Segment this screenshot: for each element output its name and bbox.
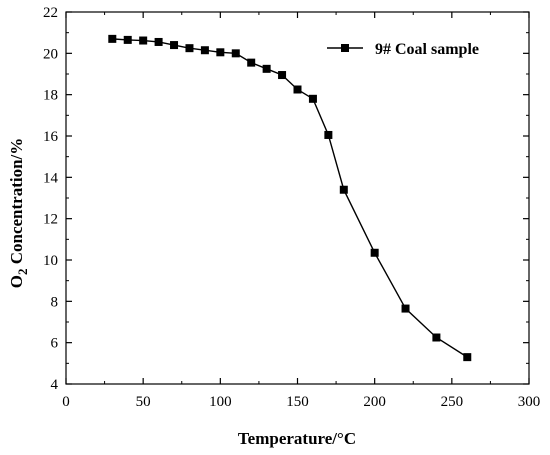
y-tick-label: 22 (43, 5, 58, 21)
x-tick-label: 250 (441, 394, 464, 410)
x-tick-label: 150 (286, 394, 309, 410)
y-tick-label: 4 (51, 377, 59, 393)
x-tick-label: 50 (136, 394, 151, 410)
y-tick-label: 20 (43, 46, 58, 62)
axes (65, 11, 530, 385)
y-tick-label: 18 (43, 88, 58, 104)
data-point (370, 248, 379, 257)
data-point (278, 71, 287, 80)
data-point (123, 35, 132, 44)
data-point (293, 85, 302, 94)
data-point (185, 44, 194, 53)
series-line (112, 38, 468, 358)
y-axis-title-subscript: 2 (15, 269, 30, 276)
data-point (463, 353, 472, 362)
legend-marker-square (341, 44, 349, 52)
legend: 9# Coal sample (327, 41, 479, 58)
data-point (308, 94, 317, 103)
x-tick-label: 0 (62, 394, 70, 410)
data-point (108, 34, 117, 43)
x-tick-label: 300 (518, 394, 541, 410)
data-point (200, 46, 209, 55)
data-point (170, 41, 179, 50)
x-tick-label: 200 (363, 394, 386, 410)
data-point (247, 58, 256, 67)
y-axis-title-group: O2 Concentration/% (7, 138, 30, 289)
y-tick-label: 10 (43, 253, 58, 269)
y-tick-label: 12 (43, 212, 58, 228)
data-point (231, 49, 240, 58)
y-axis-title: O2 Concentration/% (7, 138, 30, 289)
data-point (324, 130, 333, 139)
data-point (432, 333, 441, 342)
data-point (139, 36, 148, 45)
data-point (216, 48, 225, 57)
y-tick-label: 14 (43, 170, 59, 186)
data-point (154, 37, 163, 46)
x-tick-label: 100 (209, 394, 232, 410)
y-tick-label: 8 (51, 294, 59, 310)
legend-label: 9# Coal sample (375, 41, 479, 58)
y-axis-title-rest: Concentration/% (7, 138, 26, 269)
y-axis-title-main: O (7, 275, 26, 288)
data-point (401, 304, 410, 313)
series-layer (108, 34, 472, 362)
data-point (262, 64, 271, 73)
plot-frame (65, 11, 530, 385)
x-axis-title: Temperature/°C (238, 429, 356, 448)
ticks: 0 50 100 150 200 250 300 4 6 8 10 12 14 16 18 20 22 (43, 5, 540, 410)
data-point (339, 185, 348, 194)
y-tick-label: 6 (51, 336, 59, 352)
y-tick-label: 16 (43, 129, 59, 145)
